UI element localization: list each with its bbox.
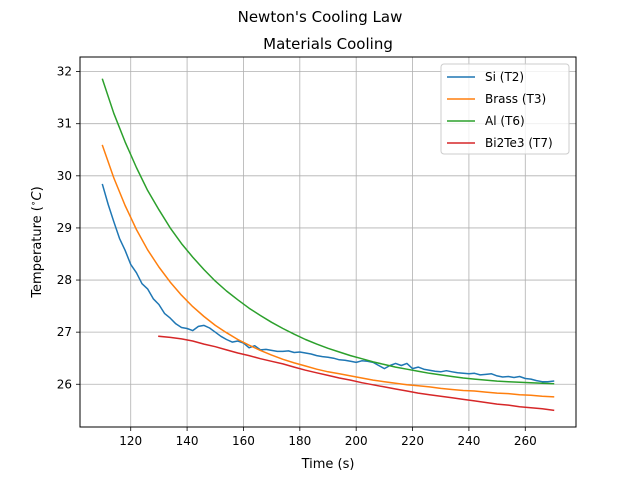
figure-suptitle: Newton's Cooling Law <box>238 8 403 26</box>
y-tick-label: 32 <box>57 65 72 79</box>
y-tick-label: 30 <box>57 169 72 183</box>
y-axis-label-degree: ∘ <box>29 200 39 206</box>
legend-label: Bi2Te3 (T7) <box>485 136 553 150</box>
y-tick-label: 28 <box>57 273 72 287</box>
series-line-2 <box>101 78 555 385</box>
x-tick-label: 200 <box>345 434 368 448</box>
legend: Si (T2) Brass (T3) Al (T6) Bi2Te3 (T7) <box>440 63 570 155</box>
axes-title: Materials Cooling <box>263 35 393 53</box>
legend-box <box>440 63 570 155</box>
x-tick-label: 260 <box>514 434 537 448</box>
series-lines <box>101 78 555 412</box>
y-axis-label-close: ) <box>30 186 45 191</box>
series-line-1 <box>101 144 555 398</box>
x-tick-label: 140 <box>176 434 199 448</box>
legend-label: Si (T2) <box>485 70 524 84</box>
series-line-0 <box>101 183 555 383</box>
y-tick-label: 27 <box>57 325 72 339</box>
legend-label: Brass (T3) <box>485 92 546 106</box>
x-axis-label: Time (s) <box>301 457 355 472</box>
x-tick-label: 220 <box>401 434 424 448</box>
plot-frame <box>79 56 577 428</box>
y-tick-label: 31 <box>57 117 72 131</box>
y-axis-label-unit: C <box>30 190 45 200</box>
x-tick-label: 120 <box>119 434 142 448</box>
x-tick-label: 240 <box>457 434 480 448</box>
y-tick-label: 29 <box>57 221 72 235</box>
x-tick-label: 180 <box>288 434 311 448</box>
y-tick-label: 26 <box>57 377 72 391</box>
y-axis-label: Temperature (∘C) <box>29 186 45 298</box>
axis-ticks: 120 140 160 180 200 220 240 260 26 27 28 29 30 31 32 <box>57 65 537 448</box>
legend-label: Al (T6) <box>485 114 525 128</box>
series-line-3 <box>158 335 555 412</box>
y-axis-label-text: Temperature ( <box>30 206 45 299</box>
x-tick-label: 160 <box>232 434 255 448</box>
